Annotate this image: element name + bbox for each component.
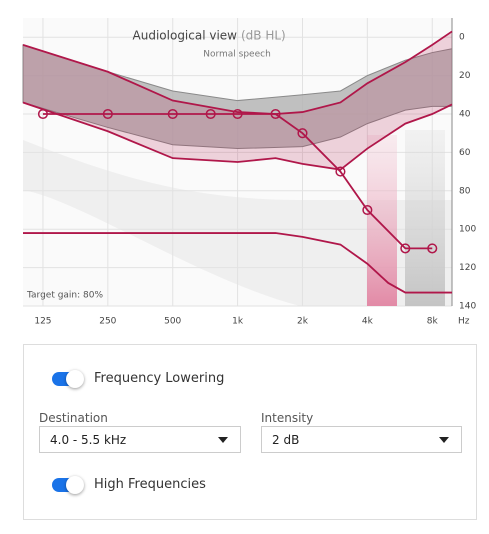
annotation: Target gain: 80% bbox=[26, 291, 103, 301]
y-tick-label: 40 bbox=[459, 110, 471, 120]
y-tick-label: 120 bbox=[459, 263, 476, 273]
y-tick-label: 0 bbox=[459, 33, 465, 43]
toggle-knob bbox=[66, 370, 84, 388]
destination-region bbox=[405, 130, 445, 306]
field-label: Destination bbox=[39, 411, 108, 425]
audiogram-chart: Audiological view (dB HL) Normal speech … bbox=[22, 18, 476, 327]
series-line bbox=[22, 101, 453, 171]
toggle-frequency-lowering[interactable] bbox=[52, 370, 84, 388]
point-marker bbox=[102, 108, 113, 120]
y-tick-label: 60 bbox=[459, 148, 471, 158]
toggle-label: Frequency Lowering bbox=[94, 371, 225, 386]
y-tick-label: 140 bbox=[459, 302, 476, 312]
select-value: 2 dB bbox=[272, 433, 300, 447]
point-marker bbox=[335, 166, 346, 177]
point-marker bbox=[205, 108, 216, 120]
dropdown-arrow bbox=[439, 437, 449, 443]
toggle-knob bbox=[66, 476, 84, 494]
x-tick-label: 2k bbox=[297, 317, 309, 327]
point-marker bbox=[427, 243, 438, 254]
x-tick-label: 500 bbox=[164, 317, 181, 327]
chart-subtitle: Normal speech bbox=[203, 50, 271, 60]
intensity-select[interactable]: 2 dB bbox=[261, 426, 462, 453]
x-tick-label: 8k bbox=[427, 317, 439, 327]
x-tick-label: 250 bbox=[99, 317, 116, 327]
y-tick-label: 20 bbox=[459, 71, 471, 81]
field-label: Intensity bbox=[261, 411, 314, 425]
source-region bbox=[367, 135, 397, 306]
point-marker bbox=[167, 108, 178, 120]
toggle-label: High Frequencies bbox=[94, 477, 206, 492]
point-marker bbox=[362, 204, 373, 216]
point-marker bbox=[297, 128, 308, 139]
chart-title: Audiological view bbox=[133, 29, 238, 43]
y-tick-label: 80 bbox=[459, 186, 471, 196]
settings-panel bbox=[23, 344, 477, 520]
x-tick-label: 125 bbox=[34, 317, 51, 327]
y-tick-label: 100 bbox=[459, 225, 476, 235]
x-tick-label: 1k bbox=[232, 317, 244, 327]
x-unit: Hz bbox=[458, 317, 470, 327]
series-line bbox=[23, 232, 452, 294]
series-line bbox=[22, 30, 453, 115]
point-marker bbox=[400, 243, 411, 254]
x-tick-label: 4k bbox=[362, 317, 374, 327]
toggle-high-frequencies[interactable] bbox=[52, 476, 84, 494]
select-value: 4.0 - 5.5 kHz bbox=[50, 433, 127, 447]
point-marker bbox=[232, 108, 243, 120]
dropdown-arrow bbox=[218, 437, 228, 443]
aided-range bbox=[23, 31, 452, 170]
destination-select[interactable]: 4.0 - 5.5 kHz bbox=[39, 426, 241, 453]
chart-title-unit: (dB HL) bbox=[241, 29, 286, 43]
speech-band bbox=[22, 44, 453, 150]
